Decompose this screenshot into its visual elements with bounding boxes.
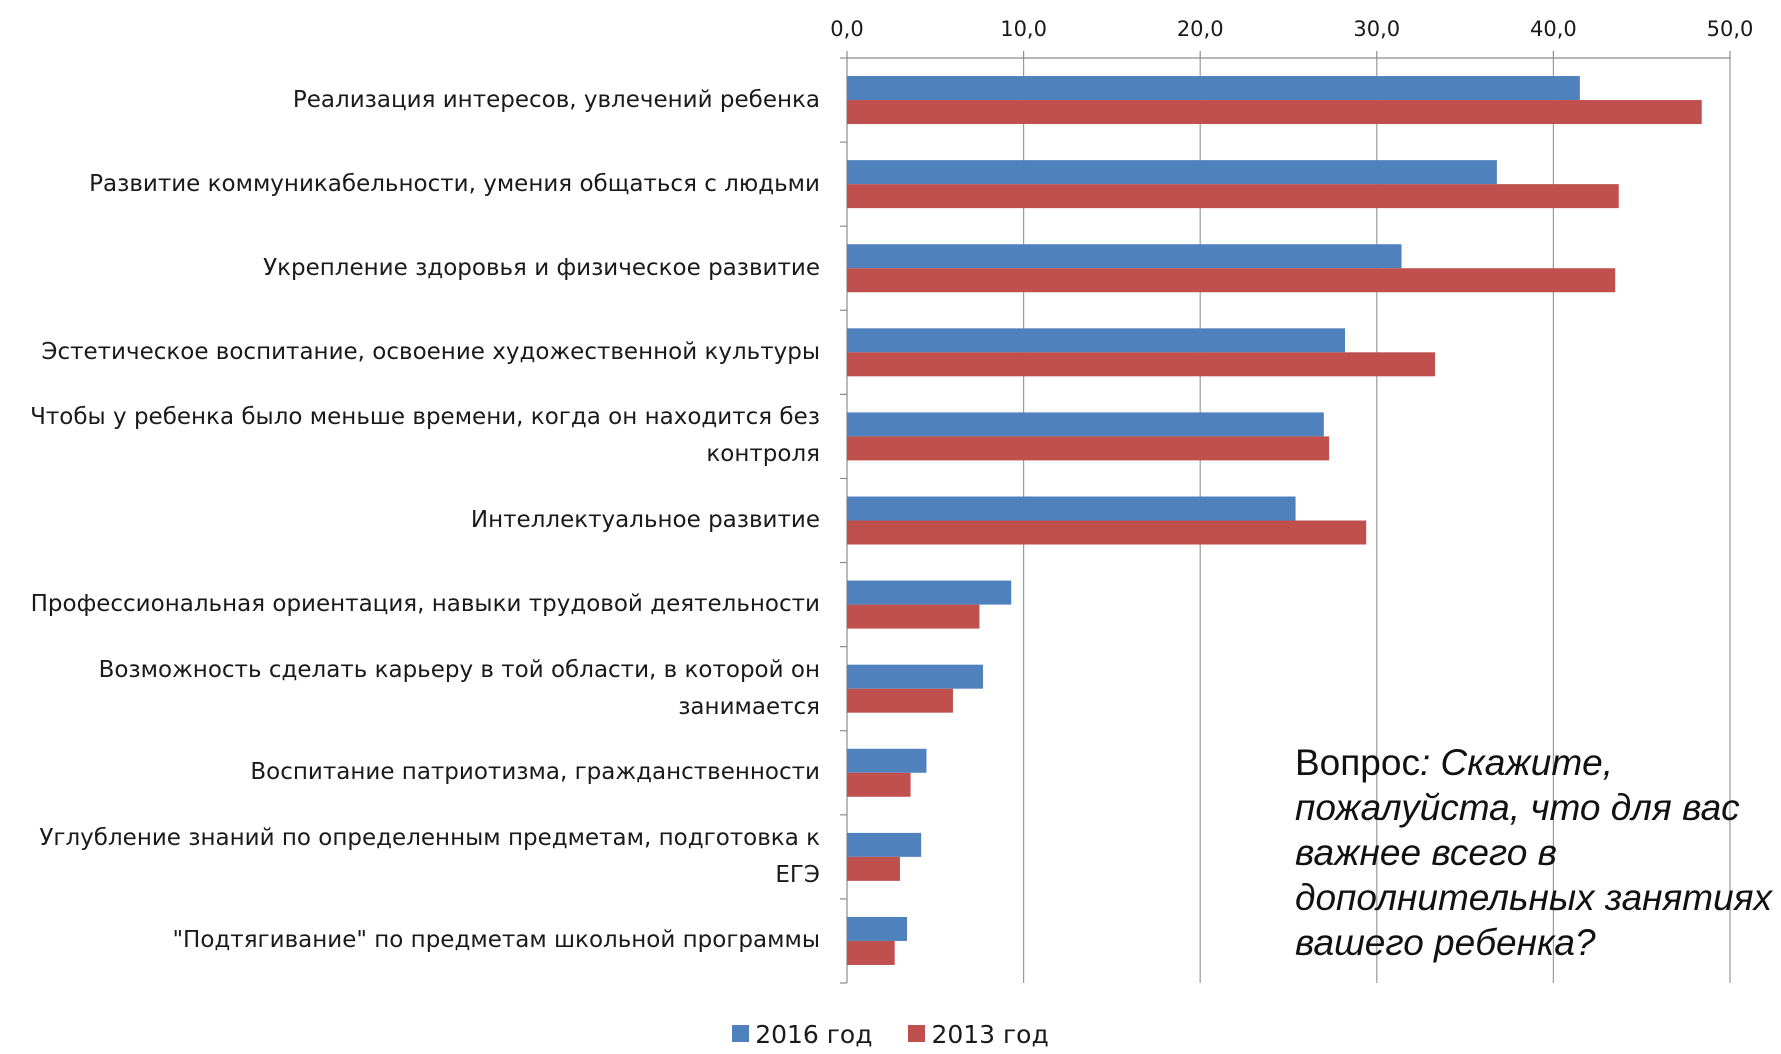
x-tick-label-5: 50,0	[1707, 17, 1754, 41]
x-tick-label-2: 20,0	[1177, 17, 1224, 41]
category-label-line: Чтобы у ребенка было меньше времени, ког…	[30, 404, 820, 431]
bar-series1-cat0	[847, 100, 1702, 125]
category-label-line: Реализация интересов, увлечений ребенка	[292, 86, 820, 113]
bar-series1-cat1	[847, 184, 1619, 209]
bar-series0-cat7	[847, 664, 983, 689]
category-label-9: Углубление знаний по определенным предме…	[5, 820, 820, 894]
legend-item-2016: 2016 год	[732, 1020, 873, 1049]
bar-series0-cat2	[847, 244, 1402, 269]
x-tick-label-0: 0,0	[830, 17, 863, 41]
category-label-0: Реализация интересов, увлечений ребенка	[5, 82, 820, 119]
x-tick-label-4: 40,0	[1530, 17, 1577, 41]
category-label-line: контроля	[706, 441, 820, 468]
bar-series1-cat2	[847, 268, 1616, 293]
category-label-2: Укрепление здоровья и физическое развити…	[5, 250, 820, 287]
bar-series1-cat5	[847, 520, 1367, 545]
legend: 2016 год 2013 год	[0, 1020, 1781, 1049]
category-label-line: занимается	[678, 693, 820, 720]
category-label-line: Углубление знаний по определенным предме…	[39, 824, 820, 851]
category-label-line: Возможность сделать карьеру в той област…	[98, 656, 820, 683]
legend-item-2013: 2013 год	[908, 1020, 1049, 1049]
category-label-line: ЕГЭ	[775, 861, 820, 888]
bar-series1-cat8	[847, 772, 911, 797]
x-tick-label-1: 10,0	[1000, 17, 1047, 41]
category-label-8: Воспитание патриотизма, гражданственност…	[5, 754, 820, 791]
bar-series1-cat3	[847, 352, 1436, 377]
category-label-line: Эстетическое воспитание, освоение художе…	[41, 338, 820, 365]
category-label-3: Эстетическое воспитание, освоение художе…	[5, 334, 820, 371]
bar-series0-cat0	[847, 76, 1580, 101]
category-label-7: Возможность сделать карьеру в той област…	[5, 652, 820, 726]
bar-series0-cat5	[847, 496, 1296, 521]
question-word: Вопрос	[1295, 742, 1420, 783]
bar-series0-cat6	[847, 580, 1012, 605]
category-label-5: Интеллектуальное развитие	[5, 502, 820, 539]
bar-series0-cat3	[847, 328, 1346, 353]
legend-swatch-2013	[908, 1025, 926, 1042]
category-label-line: Интеллектуальное развитие	[470, 507, 820, 533]
legend-label-2016: 2016 год	[755, 1020, 873, 1049]
x-tick-label-3: 30,0	[1353, 17, 1400, 41]
bar-series1-cat9	[847, 856, 900, 881]
question-body: : Скажите, пожалуйста, что для вас важне…	[1295, 742, 1772, 963]
category-label-line: Развитие коммуникабельности, умения обща…	[89, 170, 820, 197]
category-label-6: Профессиональная ориентация, навыки труд…	[5, 586, 820, 623]
category-label-line: Укрепление здоровья и физическое развити…	[263, 254, 820, 281]
bar-series1-cat6	[847, 604, 980, 629]
bar-series1-cat4	[847, 436, 1330, 461]
category-label-1: Развитие коммуникабельности, умения обща…	[5, 166, 820, 203]
category-label-line: Воспитание патриотизма, гражданственност…	[250, 759, 820, 786]
bar-series0-cat10	[847, 916, 908, 941]
bar-series1-cat10	[847, 940, 895, 965]
category-label-10: "Подтягивание" по предметам школьной про…	[5, 922, 820, 959]
question-text: Вопрос: Скажите, пожалуйста, что для вас…	[1295, 740, 1775, 965]
bar-series0-cat9	[847, 832, 922, 857]
category-label-4: Чтобы у ребенка было меньше времени, ког…	[5, 399, 820, 473]
category-label-line: "Подтягивание" по предметам школьной про…	[172, 927, 820, 954]
bar-series0-cat1	[847, 160, 1497, 185]
legend-label-2013: 2013 год	[931, 1020, 1049, 1049]
category-label-line: Профессиональная ориентация, навыки труд…	[30, 591, 820, 618]
legend-swatch-2016	[732, 1025, 750, 1042]
bar-series1-cat7	[847, 688, 953, 713]
bar-series0-cat8	[847, 748, 927, 773]
bar-series0-cat4	[847, 412, 1324, 437]
